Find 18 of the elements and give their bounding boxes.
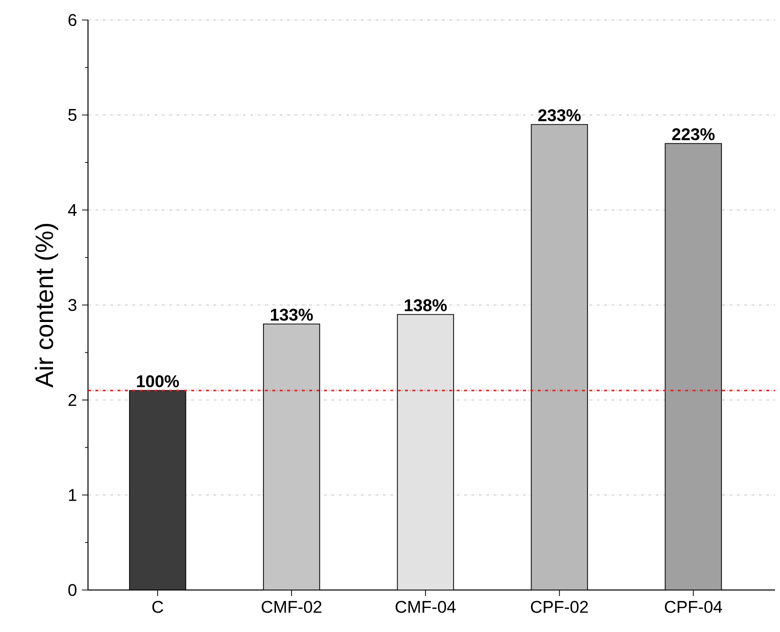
y-tick-label: 0 [68,584,76,596]
y-tick-label: 4 [68,204,77,216]
y-tick-label: 1 [68,489,76,501]
annotation: 100% [136,375,179,388]
x-tick-label: CPF-04 [664,600,722,613]
annotation: 233% [538,109,581,122]
annotation: 223% [672,128,715,140]
annotation: 133% [270,308,313,321]
y-tick-label: 5 [68,109,76,121]
x-tick-label: CPF-02 [530,600,588,613]
x-tick-label: CMF-04 [396,600,456,613]
y-tick-label: 2 [68,394,76,406]
x-tick-label: CMF-02 [262,600,322,613]
y-tick-label: 3 [68,298,76,312]
y-axis-title: Air content (%) [34,224,58,388]
y-tick-label: 6 [68,14,76,26]
x-tick-label: C [152,600,164,613]
annotation: 138% [404,299,447,312]
